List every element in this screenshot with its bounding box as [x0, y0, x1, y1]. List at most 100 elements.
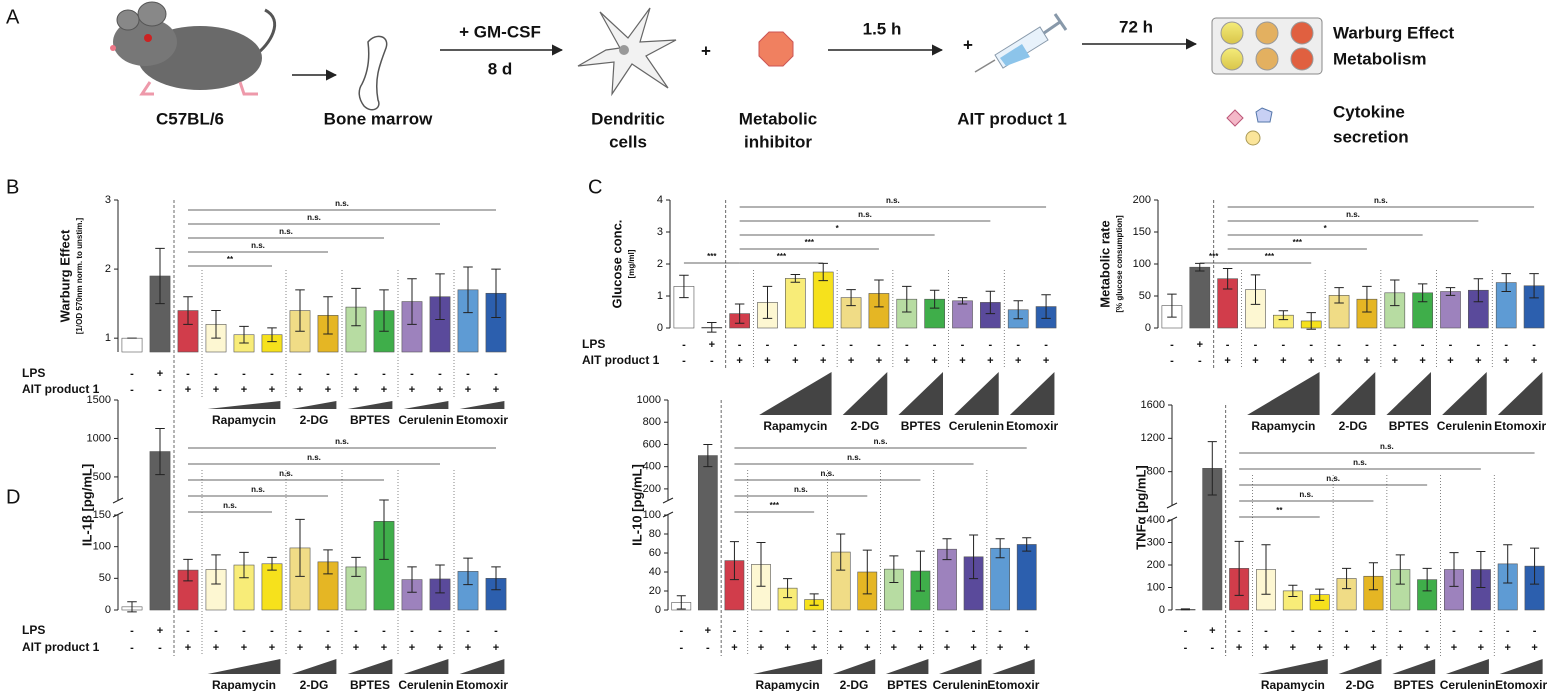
y-tick-label: 1000: [637, 394, 661, 406]
dose-wedge: [207, 401, 281, 409]
error-bar: [267, 327, 277, 343]
significance-label: n.s.: [821, 469, 835, 478]
dose-wedge: [1330, 372, 1376, 415]
group-label: 2-DG: [851, 419, 880, 433]
sign: -: [1506, 625, 1510, 637]
sign: +: [987, 355, 993, 367]
y-tick-label: 0: [1159, 604, 1165, 616]
error-bar: [783, 578, 793, 599]
label: secretion: [1333, 127, 1409, 146]
axis-break: [1166, 502, 1178, 523]
mouse-icon: [110, 1, 277, 96]
significance-label: ***: [707, 252, 717, 261]
sign: -: [1170, 339, 1174, 351]
y-tick-label: 4: [657, 194, 663, 206]
dose-wedge: [1247, 372, 1320, 415]
bar: [1016, 544, 1037, 611]
sign: +: [891, 642, 897, 654]
label: 8 d: [488, 59, 513, 78]
significance-label: n.s.: [1326, 474, 1340, 483]
sign: -: [1282, 339, 1286, 351]
sign: -: [1533, 625, 1537, 637]
sign: -: [1504, 339, 1508, 351]
error-bar: [1342, 567, 1352, 590]
sign: -: [158, 642, 162, 654]
error-bar: [676, 595, 686, 610]
dose-wedge: [459, 401, 505, 409]
error-bar: [1445, 287, 1456, 296]
sign: -: [1337, 339, 1341, 351]
label: inhibitor: [744, 132, 812, 151]
sign: -: [298, 625, 302, 637]
label: +: [963, 35, 973, 54]
bar: [261, 563, 283, 611]
dose-wedge: [759, 372, 832, 415]
sign: +: [381, 384, 387, 396]
error-bar: [239, 325, 249, 344]
sign: +: [297, 384, 303, 396]
y-tick-label: 100: [1133, 258, 1151, 270]
sign: +: [409, 642, 415, 654]
sign: +: [1252, 355, 1258, 367]
significance-label: n.s.: [279, 227, 293, 236]
sign: +: [1424, 642, 1430, 654]
significance-label: n.s.: [251, 241, 265, 250]
group-label: Etomoxir: [456, 413, 508, 427]
sign: -: [1226, 339, 1230, 351]
sign: -: [738, 339, 742, 351]
sign: -: [494, 368, 498, 380]
group-label: Etomoxir: [987, 678, 1039, 691]
error-bar: [435, 273, 445, 321]
y-tick-label: 100: [643, 509, 661, 521]
y-tick-label: 800: [643, 416, 661, 428]
error-bar: [1529, 273, 1539, 299]
group-label: Rapamycin: [1251, 419, 1315, 433]
significance-label: **: [227, 255, 234, 264]
error-bar: [1449, 552, 1459, 587]
axis-break: [112, 497, 124, 518]
error-bar: [790, 274, 801, 283]
sign: -: [326, 625, 330, 637]
sign: -: [706, 642, 710, 654]
sign: +: [1043, 355, 1049, 367]
y-axis-label: Metabolic rate: [1097, 220, 1112, 307]
group-label: Rapamycin: [212, 413, 276, 427]
error-bar: [969, 534, 979, 580]
sign: +: [353, 384, 359, 396]
error-bar: [351, 287, 361, 327]
dose-wedge: [1257, 659, 1328, 674]
sign: -: [1237, 625, 1241, 637]
sign: -: [1532, 339, 1536, 351]
label: Metabolic: [739, 109, 817, 128]
sign: -: [1198, 355, 1202, 367]
error-bar: [239, 551, 249, 579]
dose-wedge: [1497, 372, 1543, 415]
sign: +: [325, 642, 331, 654]
y-axis-label: Warburg Effect: [57, 229, 72, 322]
dose-wedge: [403, 659, 449, 674]
sign: +: [944, 642, 950, 654]
error-bar: [1022, 537, 1032, 552]
sign: -: [1479, 625, 1483, 637]
y-tick-label: 400: [1147, 514, 1165, 526]
significance-label: ***: [777, 252, 787, 261]
error-bar: [703, 443, 713, 468]
inhibitor-icon: [758, 31, 794, 67]
y-tick-label: 150: [93, 509, 111, 521]
dose-wedge: [291, 659, 337, 674]
sign: +: [1343, 642, 1349, 654]
sign: +: [297, 642, 303, 654]
sign: -: [919, 625, 923, 637]
group-label: Etomoxir: [456, 678, 508, 691]
sign: +: [917, 642, 923, 654]
error-bar: [1167, 293, 1177, 318]
label: Bone marrow: [324, 109, 433, 128]
error-bar: [351, 556, 361, 577]
y-tick-label: 1000: [87, 432, 111, 444]
sign: -: [466, 368, 470, 380]
y-tick-label: 1600: [1141, 399, 1165, 411]
y-axis-label: [1/OD 570nm norm. to unstim.]: [75, 217, 84, 334]
label: Warburg Effect: [1333, 23, 1455, 42]
sign: -: [1264, 625, 1268, 637]
group-label: 2-DG: [300, 678, 329, 691]
